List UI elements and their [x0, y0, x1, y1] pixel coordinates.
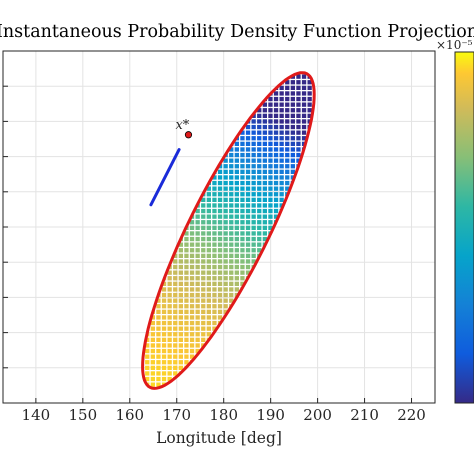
x-axis-label: Longitude [deg]	[156, 429, 282, 447]
x-tick-label: 160	[115, 406, 144, 424]
x-tick-label: 180	[209, 406, 238, 424]
x-tick-label: 140	[22, 406, 51, 424]
x-tick-label: 190	[256, 406, 285, 424]
x-tick-label: 170	[162, 406, 191, 424]
x-tick-label: 210	[350, 406, 379, 424]
x-tick-label: 200	[303, 406, 332, 424]
colorbar-exponent: ×10⁻⁵	[436, 38, 473, 52]
x-star-label: x*	[175, 118, 189, 133]
colorbar	[454, 51, 474, 404]
x-axis-ticks: 140 150 160 170 180 190 200 210 220	[3, 85, 426, 424]
density-grid	[142, 72, 315, 389]
x-tick-label: 220	[397, 406, 426, 424]
trajectory-line	[149, 148, 181, 207]
grid-lines	[3, 51, 435, 403]
x-tick-label: 150	[69, 406, 98, 424]
chart-title: Instantaneous Probability Density Functi…	[0, 22, 474, 42]
ellipse-boundary	[141, 71, 316, 390]
x-star-marker	[184, 131, 193, 139]
